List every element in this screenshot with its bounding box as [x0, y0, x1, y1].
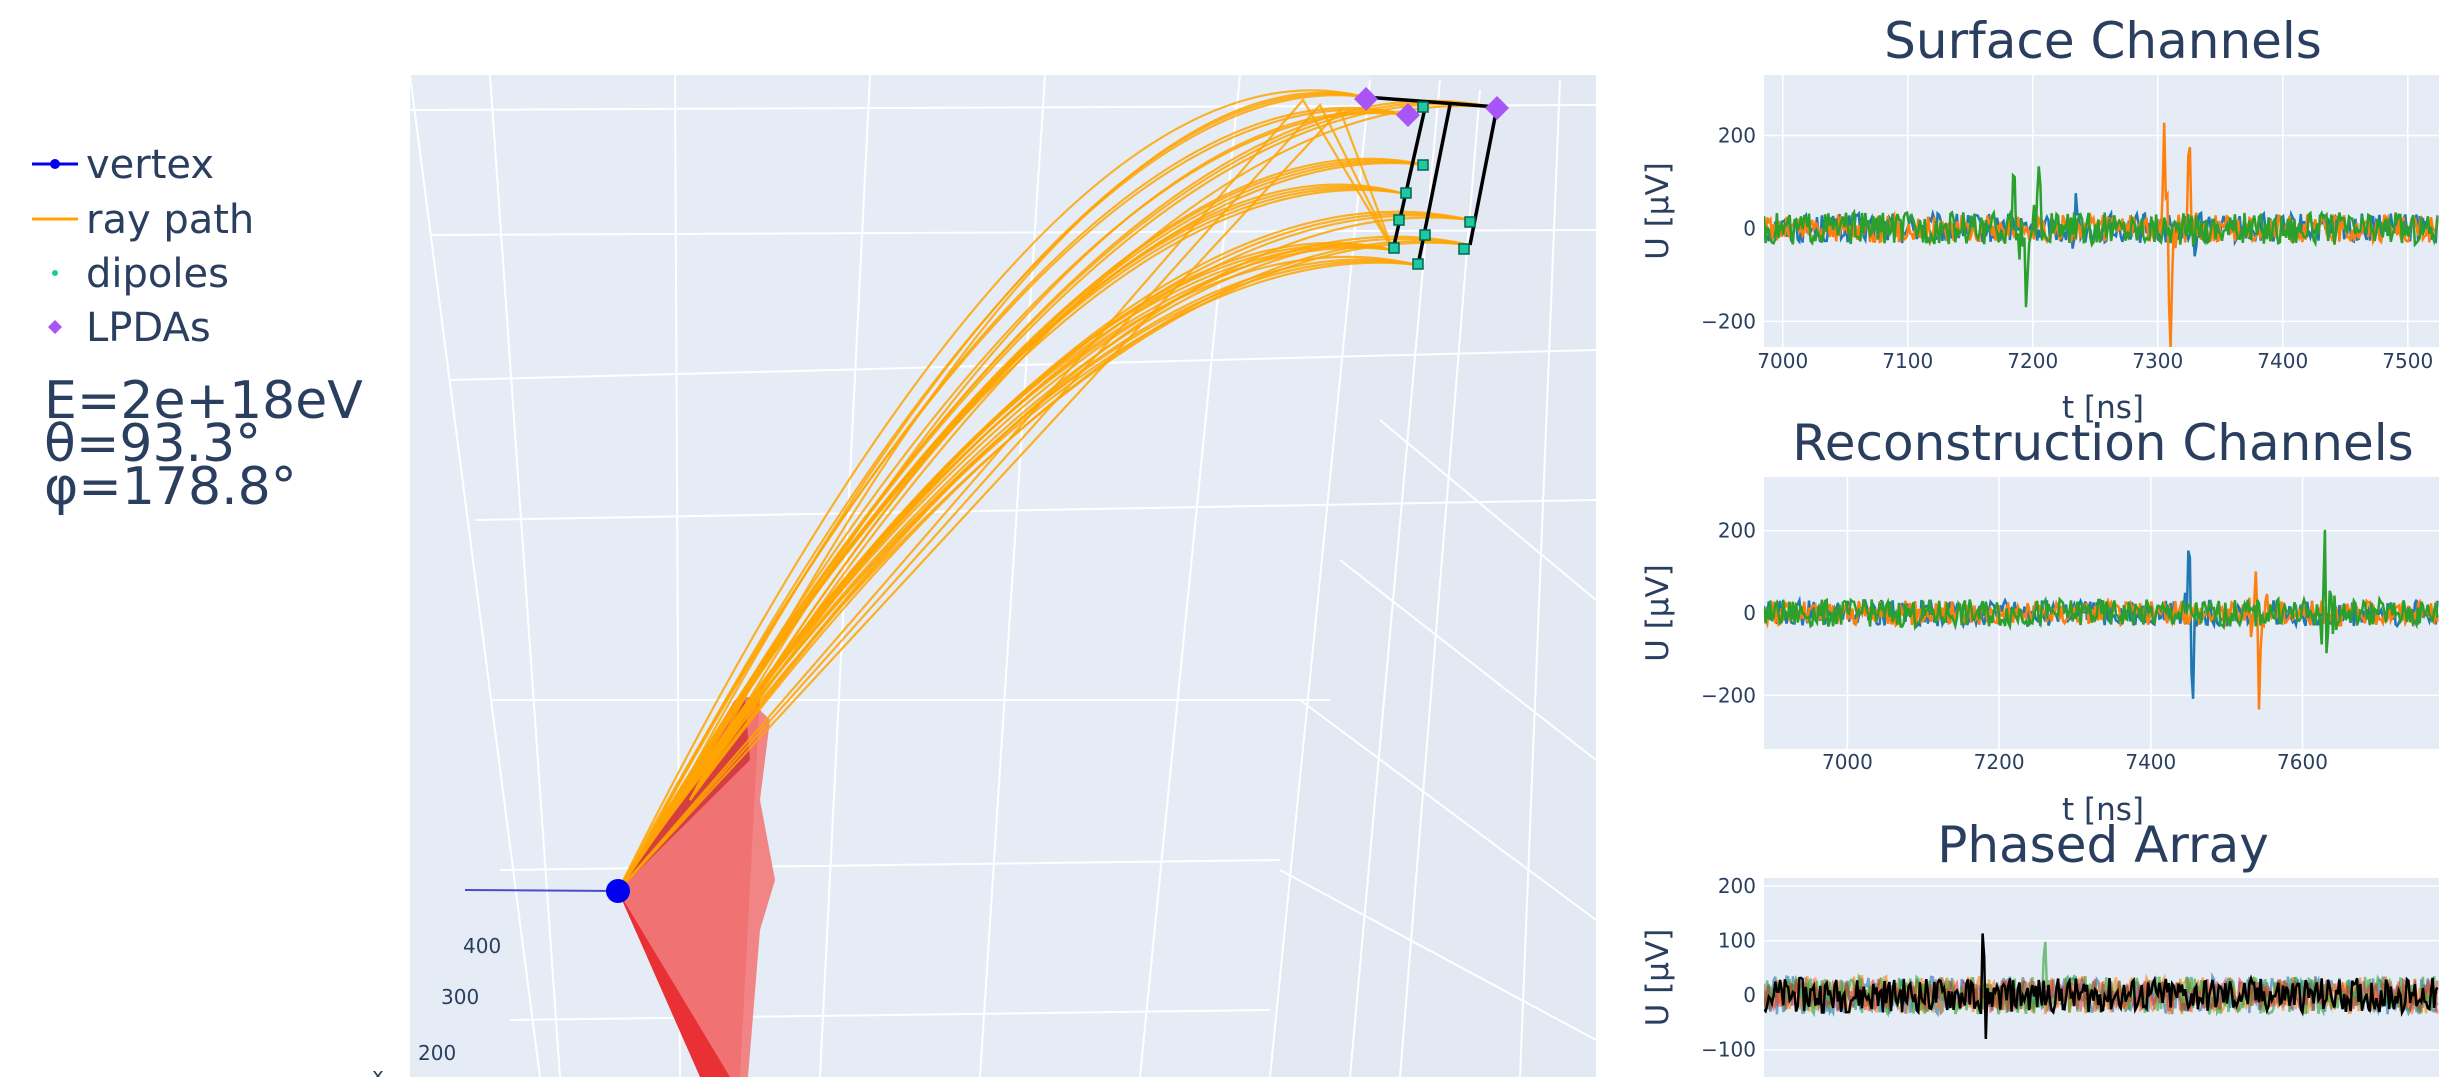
x-tick-label: 7400 [2257, 349, 2308, 373]
trace-line [1764, 166, 2439, 308]
legend[interactable]: vertex ray path dipoles LPDAs [32, 142, 254, 351]
legend-label: vertex [86, 142, 214, 188]
legend-item-dipoles[interactable]: dipoles [52, 251, 229, 297]
x-tick-label: 7300 [2132, 349, 2183, 373]
x-tick-label: 7400 [2125, 750, 2176, 774]
lpdas-markers [1354, 87, 1509, 127]
x-tick-label: 7500 [2382, 349, 2433, 373]
y-tick-label: 200 [1718, 874, 1756, 898]
ray-path [639, 101, 1498, 856]
trace-panel[interactable]: 200 100 0 −100 Phased Array U [μV] [1640, 816, 2439, 1077]
x-tick-label: 7600 [2277, 750, 2328, 774]
ray-path [659, 111, 1409, 831]
legend-item-ray-path[interactable]: ray path [32, 197, 254, 243]
ray-path [617, 98, 1394, 892]
panel-title: Surface Channels [1884, 12, 2322, 70]
y-axis-title: U [μV] [1640, 929, 1676, 1027]
y-axis-title: U [μV] [1640, 564, 1676, 662]
ray-path [659, 241, 1471, 831]
z-tick-label: 300 [441, 985, 479, 1009]
energy-label: E=2e+18eV [44, 371, 363, 431]
phi-label: φ=178.8° [44, 457, 297, 517]
trace-line [1764, 933, 2439, 1039]
3d-scene[interactable]: 400 300 200 x [372, 74, 1596, 1077]
diamond-icon [48, 320, 62, 334]
line-dot-icon-dot [50, 159, 60, 169]
trace-panel[interactable]: 7000 7200 7400 7600 200 0 −200 Reconstruction C… [1640, 414, 2439, 828]
x-tick-label: 7000 [1822, 750, 1873, 774]
y-tick-label: −200 [1701, 683, 1756, 707]
x-axis-title: t [ns] [2062, 390, 2144, 426]
legend-item-vertex[interactable]: vertex [32, 142, 214, 188]
x-tick-label: 7000 [1757, 349, 1808, 373]
scene-grid [409, 74, 1596, 1077]
ray-paths [617, 89, 1498, 892]
dipoles-markers [1388, 101, 1476, 270]
trace-line [1764, 122, 2439, 347]
x-tick-label: 7200 [2007, 349, 2058, 373]
x-tick-label: 7200 [1974, 750, 2025, 774]
theta-label: θ=93.3° [44, 414, 261, 474]
trace-panels: 7000 7100 7200 7300 7400 7500 200 0 −200 Surface … [1640, 12, 2439, 1077]
y-tick-label: 0 [1743, 216, 1756, 240]
y-tick-label: −200 [1701, 309, 1756, 333]
ray-path [689, 110, 1409, 801]
ray-path [617, 103, 1394, 892]
scene-side-wall [1270, 75, 1596, 1077]
z-tick-label: 200 [418, 1041, 456, 1065]
dot-icon [52, 270, 58, 276]
ray-path [689, 241, 1394, 801]
trace-line [1764, 529, 2439, 654]
vertex-marker [606, 879, 630, 903]
ray-path [617, 89, 1366, 892]
ray-path [689, 104, 1498, 801]
panel-title: Reconstruction Channels [1792, 414, 2413, 472]
z-tick-label: 400 [463, 934, 501, 958]
y-axis-title: U [μV] [1640, 162, 1676, 260]
y-tick-label: 0 [1743, 983, 1756, 1007]
x-axis-title: t [ns] [2062, 792, 2144, 828]
ray-path [689, 157, 1426, 801]
ray-path [689, 91, 1366, 801]
trace-panel[interactable]: 7000 7100 7200 7300 7400 7500 200 0 −200 Surface … [1640, 12, 2439, 426]
legend-item-lpdas[interactable]: LPDAs [48, 305, 211, 351]
panel-title: Phased Array [1937, 816, 2269, 874]
ray-path [689, 216, 1471, 801]
x-tick-label: 7100 [1882, 349, 1933, 373]
y-tick-label: 200 [1718, 519, 1756, 543]
ray-path [659, 99, 1498, 831]
legend-label: LPDAs [86, 305, 211, 351]
plot-background [1764, 878, 2439, 1077]
legend-label: dipoles [86, 251, 229, 297]
ray-path [617, 107, 1395, 892]
y-tick-label: 100 [1718, 929, 1756, 953]
legend-label: ray path [86, 197, 254, 243]
y-tick-label: −100 [1701, 1038, 1756, 1062]
event-info: E=2e+18eV θ=93.3° φ=178.8° [44, 371, 363, 517]
ray-path [617, 214, 1471, 892]
vertex-axis-line [464, 889, 619, 892]
plot-background [1764, 75, 2439, 347]
y-tick-label: 0 [1743, 601, 1756, 625]
x-axis-label: x [372, 1063, 384, 1077]
y-tick-label: 200 [1718, 123, 1756, 147]
